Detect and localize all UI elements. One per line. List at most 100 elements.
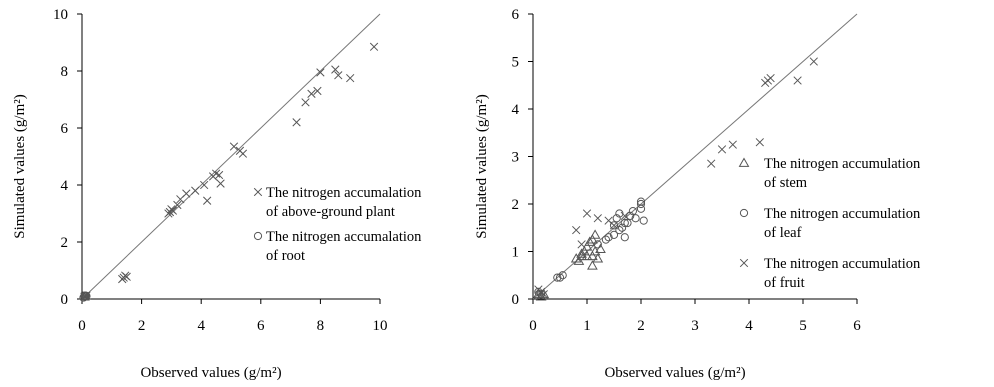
data-point: [576, 250, 587, 261]
data-point: [809, 57, 818, 66]
marker-stroke: [211, 169, 221, 178]
data-point: [628, 207, 638, 216]
marker-stroke: [203, 196, 212, 205]
data-point: [301, 98, 310, 107]
y-tick-label: 0: [512, 292, 520, 308]
data-point: [191, 186, 200, 195]
marker-stroke: [238, 149, 248, 158]
marker-stroke: [739, 258, 749, 268]
marker-stroke: [316, 68, 325, 77]
data-point: [173, 200, 182, 210]
legend-marker: [253, 231, 263, 241]
series-x: [534, 57, 818, 299]
y-axis-title: Simulated values (g/m²): [474, 94, 490, 238]
marker-stroke: [609, 221, 619, 230]
marker-shape: [587, 260, 598, 270]
marker-shape: [609, 221, 619, 230]
y-tick-label: 4: [512, 102, 520, 118]
x-tick-label: 1: [583, 318, 591, 334]
marker-shape: [623, 218, 632, 228]
marker-shape: [581, 241, 593, 251]
marker-shape: [631, 214, 640, 223]
data-point: [707, 159, 716, 168]
y-tick-label: 10: [53, 7, 68, 23]
x-tick-label: 0: [78, 318, 86, 334]
data-point: [331, 65, 340, 74]
data-point: [292, 118, 301, 127]
legend-label: of stem: [764, 175, 808, 191]
marker-shape: [636, 197, 646, 206]
data-point: [229, 142, 239, 151]
marker-shape: [587, 250, 598, 261]
marker-stroke: [253, 187, 263, 197]
y-axis-title: Simulated values (g/m²): [12, 94, 28, 238]
y-tick-label: 2: [512, 197, 520, 213]
marker-stroke: [191, 186, 200, 195]
x-tick-label: 5: [799, 318, 807, 334]
legend-marker: [738, 157, 750, 167]
chart-right: 0 1 2 3 4 5 6 0 1 2 3 4 5 6 Observed values (g/m²) Simu…: [474, 7, 921, 381]
x-tick-label: 8: [317, 318, 325, 334]
marker-stroke: [334, 71, 343, 80]
data-point: [316, 68, 325, 77]
series-triangle: [533, 229, 606, 301]
marker-shape: [576, 248, 587, 258]
marker-stroke: [755, 138, 764, 147]
marker-shape: [592, 253, 604, 263]
data-point: [238, 149, 248, 158]
legend-marker: [253, 187, 263, 197]
data-point: [728, 140, 737, 149]
x-tick-label: 4: [197, 318, 205, 334]
marker-shape: [601, 235, 611, 244]
data-point: [593, 240, 602, 249]
x-tick-label: 6: [257, 318, 265, 334]
x-tick-label: 2: [637, 318, 645, 334]
x-tick-label: 6: [853, 318, 861, 334]
y-tick-label: 8: [61, 64, 69, 80]
marker-shape: [584, 236, 596, 246]
data-point: [587, 234, 598, 244]
x-axis-title: Observed values (g/m²): [604, 365, 745, 381]
legend: The nitrogen accumalation of above-ground…: [253, 185, 422, 264]
x-tick-label: 0: [529, 318, 537, 334]
data-point: [200, 180, 209, 190]
y-tick-label: 6: [512, 7, 520, 23]
data-point: [636, 199, 646, 209]
marker-shape: [589, 229, 601, 239]
marker-shape: [535, 291, 547, 301]
data-point: [604, 233, 613, 242]
y-tick-label: 2: [61, 235, 69, 251]
data-point: [612, 214, 621, 223]
x-tick-label: 10: [373, 318, 388, 334]
y-tick-label: 0: [61, 292, 69, 308]
data-point: [593, 214, 602, 223]
y-tick-label: 3: [512, 150, 520, 166]
data-point: [582, 209, 592, 218]
data-point: [620, 218, 629, 228]
marker-shape: [626, 211, 635, 220]
data-point: [618, 223, 627, 232]
data-point: [313, 86, 322, 96]
data-point: [631, 214, 640, 223]
data-point: [609, 221, 619, 230]
marker-stroke: [301, 98, 310, 107]
data-point: [214, 170, 224, 180]
data-point: [346, 73, 355, 83]
marker-stroke: [766, 73, 775, 83]
x-tick-label: 3: [691, 318, 699, 334]
data-point: [572, 225, 581, 235]
series-circle: [79, 291, 91, 302]
legend-label: of leaf: [764, 225, 802, 241]
legend: The nitrogen accumulation of stem The nitr…: [738, 156, 921, 291]
marker-stroke: [173, 200, 182, 210]
x-axis-title: Observed values (g/m²): [140, 365, 281, 381]
marker-stroke: [369, 42, 379, 51]
data-point: [539, 290, 548, 299]
data-point: [636, 197, 646, 206]
marker-shape: [553, 273, 562, 282]
data-point: [584, 236, 596, 246]
data-point: [609, 230, 619, 239]
marker-shape: [537, 290, 546, 299]
legend-label: The nitrogen accumulation: [764, 206, 921, 222]
chart-left: 0 2 4 6 8 10 0 2 4 6 8 10 Observed values (g/m²) Simu…: [12, 7, 422, 381]
